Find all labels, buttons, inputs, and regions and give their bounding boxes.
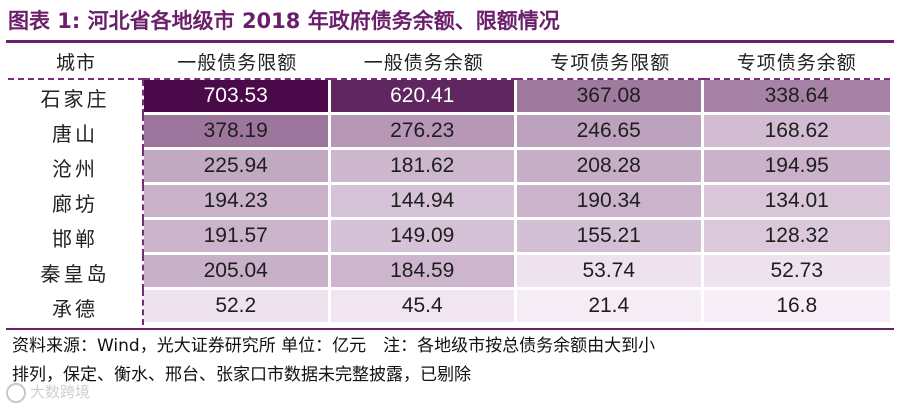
page-title: 图表 1: 河北省各地级市 2018 年政府债务余额、限额情况 <box>8 9 560 33</box>
source-note-continued: 排列，保定、衡水、邢台、张家口市数据未完整披露，已剔除 <box>12 365 471 385</box>
table-row: 唐山 378.19 276.23 246.65 168.62 <box>8 115 890 150</box>
value-cell: 191.57 <box>144 220 331 255</box>
value-cell: 52.73 <box>703 255 890 290</box>
header-special-balance: 专项债务余额 <box>703 45 890 80</box>
value-cell: 367.08 <box>517 80 704 115</box>
value-cell: 52.2 <box>144 290 331 325</box>
table-row: 沧州 225.94 181.62 208.28 194.95 <box>8 150 890 185</box>
table-row: 承德 52.2 45.4 21.4 16.8 <box>8 290 890 325</box>
value-cell: 194.23 <box>144 185 331 220</box>
table-row: 石家庄 703.53 620.41 367.08 338.64 <box>8 80 890 115</box>
value-cell: 134.01 <box>703 185 890 220</box>
value-cell: 128.32 <box>703 220 890 255</box>
city-cell: 石家庄 <box>8 80 144 115</box>
value-cell: 190.34 <box>517 185 704 220</box>
debt-table: 城市 一般债务限额 一般债务余额 专项债务限额 专项债务余额 石家庄 703.5… <box>8 45 890 325</box>
value-cell: 184.59 <box>330 255 517 290</box>
value-cell: 53.74 <box>517 255 704 290</box>
value-cell: 168.62 <box>703 115 890 150</box>
value-cell: 181.62 <box>330 150 517 185</box>
watermark-icon <box>6 383 26 403</box>
value-cell: 144.94 <box>330 185 517 220</box>
value-cell: 246.65 <box>517 115 704 150</box>
city-cell: 邯郸 <box>8 220 144 255</box>
table-row: 邯郸 191.57 149.09 155.21 128.32 <box>8 220 890 255</box>
city-cell: 唐山 <box>8 115 144 150</box>
top-rule <box>6 40 894 43</box>
watermark-text: 大数跨境 <box>30 383 91 401</box>
value-cell: 194.95 <box>703 150 890 185</box>
value-cell: 620.41 <box>330 80 517 115</box>
value-cell: 703.53 <box>144 80 331 115</box>
value-cell: 21.4 <box>517 290 704 325</box>
city-cell: 承德 <box>8 290 144 325</box>
value-cell: 208.28 <box>517 150 704 185</box>
header-general-balance: 一般债务余额 <box>330 45 517 80</box>
header-city: 城市 <box>8 45 144 80</box>
city-cell: 沧州 <box>8 150 144 185</box>
value-cell: 378.19 <box>144 115 331 150</box>
table-row: 廊坊 194.23 144.94 190.34 134.01 <box>8 185 890 220</box>
bottom-rule <box>6 328 894 330</box>
city-cell: 廊坊 <box>8 185 144 220</box>
header-special-limit: 专项债务限额 <box>517 45 704 80</box>
value-cell: 205.04 <box>144 255 331 290</box>
value-cell: 338.64 <box>703 80 890 115</box>
city-cell: 秦皇岛 <box>8 255 144 290</box>
value-cell: 276.23 <box>330 115 517 150</box>
value-cell: 45.4 <box>330 290 517 325</box>
value-cell: 155.21 <box>517 220 704 255</box>
value-cell: 225.94 <box>144 150 331 185</box>
header-general-limit: 一般债务限额 <box>144 45 331 80</box>
value-cell: 149.09 <box>330 220 517 255</box>
table-row: 秦皇岛 205.04 184.59 53.74 52.73 <box>8 255 890 290</box>
source-note: 资料来源：Wind，光大证券研究所 单位：亿元 注：各地级市按总债务余额由大到小 <box>12 336 656 356</box>
table-header-row: 城市 一般债务限额 一般债务余额 专项债务限额 专项债务余额 <box>8 45 890 80</box>
value-cell: 16.8 <box>703 290 890 325</box>
